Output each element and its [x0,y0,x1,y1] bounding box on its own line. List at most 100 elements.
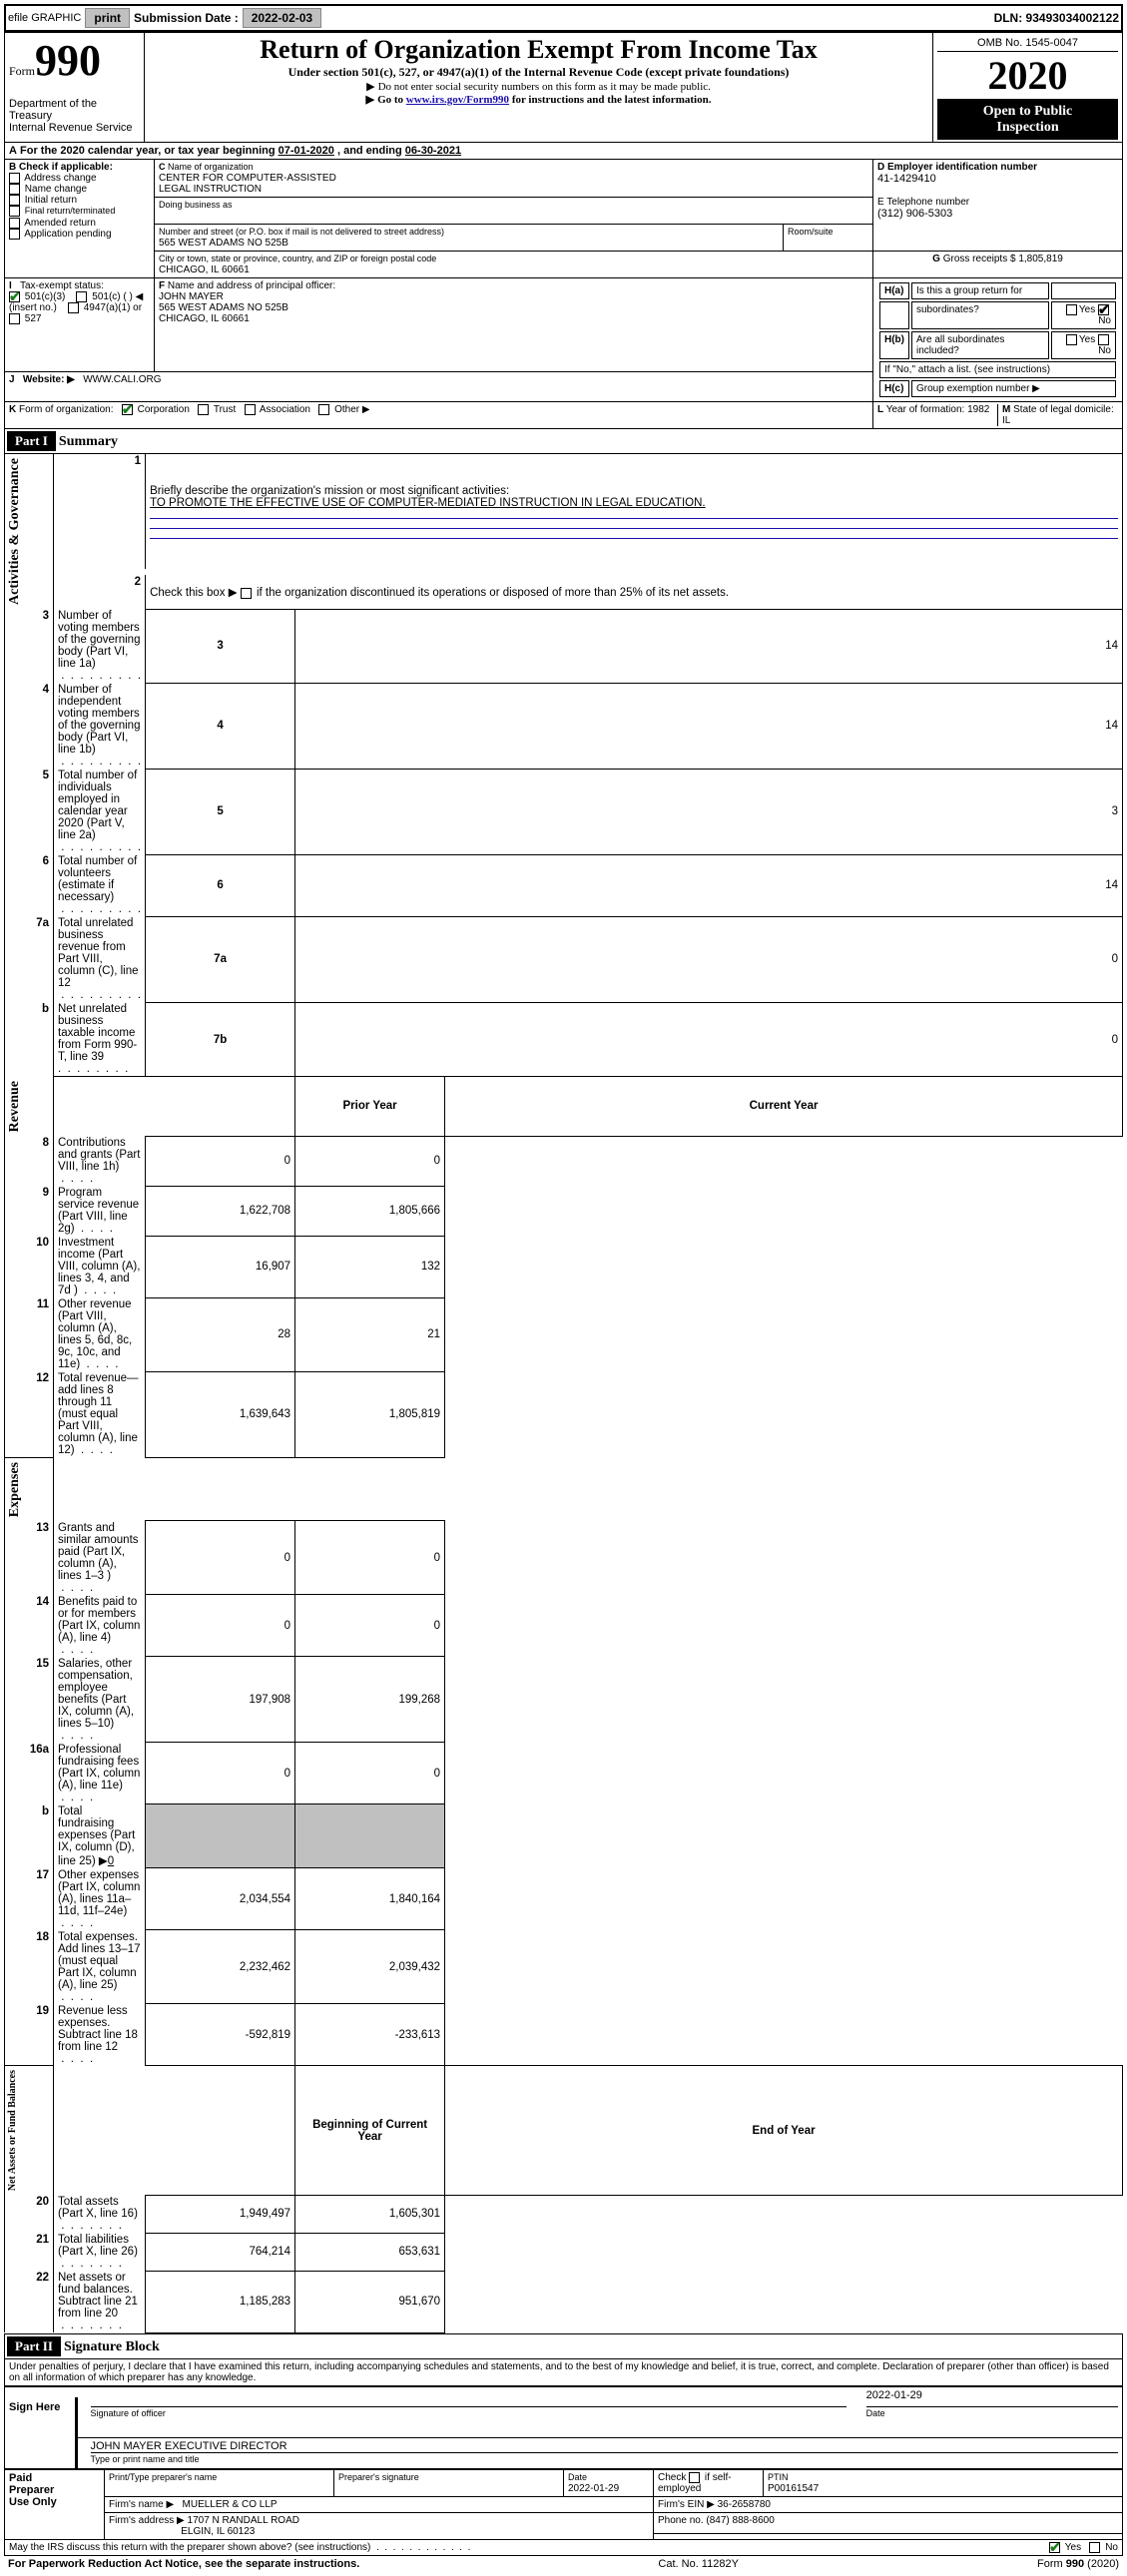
paid-preparer: PaidPreparerUse Only Print/Type preparer… [4,2469,1123,2556]
dln: DLN: 93493034002122 [994,11,1119,25]
org-name-1: CENTER FOR COMPUTER-ASSISTED [159,173,336,184]
firm-name: MUELLER & CO LLP [183,2499,278,2510]
summary-row: 17Other expenses (Part IX, column (A), l… [5,1868,1123,1930]
org-name-2: LEGAL INSTRUCTION [159,184,262,195]
cb-other[interactable] [318,404,329,415]
summary-row: 22Net assets or fund balances. Subtract … [5,2271,1123,2332]
summary-row: 11Other revenue (Part VIII, column (A), … [5,1297,1123,1371]
firm-ein: 36-2658780 [718,2499,771,2510]
submission-date-label: Submission Date : [134,11,239,25]
cb-discuss-yes[interactable] [1049,2542,1060,2553]
firm-addr1: 1707 N RANDALL ROAD [188,2515,299,2526]
summary-row: 8Contributions and grants (Part VIII, li… [5,1136,1123,1186]
sig-date: 2022-01-29 [866,2389,1118,2407]
sign-here-label: Sign Here [5,2386,75,2468]
tax-year: 2020 [937,52,1118,100]
dept-treasury: Department of the Treasury [9,98,140,122]
topbar: efile GRAPHIC print Submission Date : 20… [4,4,1123,32]
form-header: Form990 Return of Organization Exempt Fr… [4,32,1123,143]
mission: TO PROMOTE THE EFFECTIVE USE OF COMPUTER… [150,497,706,509]
section-a: A For the 2020 calendar year, or tax yea… [4,143,1123,159]
sig-date-label: Date [866,2408,885,2418]
side-label-exp: Expenses [5,1458,25,1521]
preparer-date: 2022-01-29 [568,2483,619,2494]
summary-row: 3Number of voting members of the governi… [5,609,1123,683]
summary-row: 6Total number of volunteers (estimate if… [5,854,1123,916]
cb-discuss-no[interactable] [1089,2542,1100,2553]
officer-addr2: CHICAGO, IL 60661 [159,313,250,324]
dba-label: Doing business as [159,200,233,210]
cb-trust[interactable] [198,404,209,415]
submission-date: 2022-02-03 [243,8,321,28]
summary-row: bTotal fundraising expenses (Part IX, co… [5,1804,1123,1868]
print-name-label: Type or print name and title [91,2454,200,2464]
state-domicile: IL [1002,415,1010,426]
cb-initial-return[interactable] [9,195,20,206]
cb-hb-no[interactable] [1098,334,1109,345]
phone: (312) 906-5303 [877,208,1118,220]
sig-officer-label: Signature of officer [91,2408,166,2418]
cb-discontinued[interactable] [241,588,252,599]
part2-header: Part II Signature Block [4,2333,1123,2359]
ptin: P00161547 [768,2483,819,2494]
efile-label: efile GRAPHIC [8,12,81,24]
officer-print-name: JOHN MAYER EXECUTIVE DIRECTOR [91,2440,1119,2453]
cb-final-return[interactable] [9,206,20,217]
firm-addr2: ELGIN, IL 60123 [181,2526,255,2537]
form-subtitle: Under section 501(c), 527, or 4947(a)(1)… [149,65,928,80]
cb-ha-yes[interactable] [1066,304,1077,315]
box-b-label: B Check if applicable: [9,162,113,173]
summary-row: 18Total expenses. Add lines 13–17 (must … [5,1930,1123,2004]
cb-name-change[interactable] [9,184,20,195]
ein-label: D Employer identification number [877,162,1118,173]
side-label-rev: Revenue [5,1077,25,1136]
footer: For Paperwork Reduction Act Notice, see … [4,2556,1123,2572]
summary-row: 19Revenue less expenses. Subtract line 1… [5,2004,1123,2066]
summary-row: 12Total revenue—add lines 8 through 11 (… [5,1371,1123,1457]
form-number: Form990 [9,35,140,86]
cb-501c3[interactable] [9,291,20,302]
cb-self-employed[interactable] [689,2472,700,2483]
cb-4947[interactable] [68,302,79,313]
omb-number: OMB No. 1545-0047 [937,35,1118,52]
form-note2: ▶ Go to www.irs.gov/Form990 for instruct… [149,93,928,106]
side-label-na: Net Assets or Fund Balances [5,2066,20,2195]
dept-irs: Internal Revenue Service [9,122,140,134]
footer-left: For Paperwork Reduction Act Notice, see … [8,2558,359,2570]
print-button[interactable]: print [85,8,130,28]
cb-address-change[interactable] [9,173,20,184]
summary-row: 20Total assets (Part X, line 16) . . . .… [5,2195,1123,2233]
part1-summary: Activities & Governance 1 Briefly descri… [4,454,1123,2333]
cb-ha-no[interactable] [1098,304,1109,315]
summary-row: 10Investment income (Part VIII, column (… [5,1236,1123,1297]
cb-corp[interactable] [122,404,133,415]
officer-addr1: 565 WEST ADAMS NO 525B [159,302,288,313]
cb-hb-yes[interactable] [1066,334,1077,345]
org-info: B Check if applicable: Address change Na… [4,159,1123,429]
irs-link[interactable]: www.irs.gov/Form990 [406,94,509,106]
cb-assoc[interactable] [245,404,256,415]
footer-right: Form 990 (2020) [1037,2558,1119,2570]
summary-row: 21Total liabilities (Part X, line 26) . … [5,2233,1123,2271]
officer-name: JOHN MAYER [159,291,224,302]
cb-application-pending[interactable] [9,229,20,240]
open-public: Open to PublicInspection [937,100,1118,140]
cb-527[interactable] [9,313,20,324]
part1-header: Part I Summary [4,429,1123,454]
form-title: Return of Organization Exempt From Incom… [149,35,928,65]
room-label: Room/suite [788,227,834,237]
side-label-ag: Activities & Governance [5,454,25,609]
cb-amended-return[interactable] [9,218,20,229]
cb-501c[interactable] [76,291,87,302]
website: WWW.CALI.ORG [83,374,161,385]
summary-row: 5Total number of individuals employed in… [5,769,1123,854]
ein: 41-1429410 [877,173,1118,185]
city: CHICAGO, IL 60661 [159,264,250,275]
firm-phone: (847) 888-8600 [706,2515,774,2526]
gross-receipts: 1,805,819 [1018,254,1063,264]
street: 565 WEST ADAMS NO 525B [159,238,288,249]
summary-row: 13Grants and similar amounts paid (Part … [5,1521,1123,1595]
sign-block: Sign Here Signature of officer 2022-01-2… [4,2386,1123,2469]
summary-row: 9Program service revenue (Part VIII, lin… [5,1186,1123,1236]
paid-preparer-label: PaidPreparerUse Only [5,2469,105,2539]
